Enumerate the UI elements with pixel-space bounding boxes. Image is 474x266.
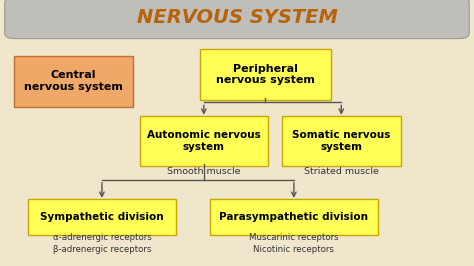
FancyBboxPatch shape bbox=[14, 56, 133, 107]
Text: α-adrenergic receptors: α-adrenergic receptors bbox=[53, 233, 151, 242]
Text: Parasympathetic division: Parasympathetic division bbox=[219, 212, 368, 222]
Text: Autonomic nervous
system: Autonomic nervous system bbox=[147, 130, 261, 152]
Text: Smooth muscle: Smooth muscle bbox=[167, 167, 241, 176]
FancyBboxPatch shape bbox=[5, 0, 469, 39]
FancyBboxPatch shape bbox=[282, 116, 401, 167]
Text: Peripheral
nervous system: Peripheral nervous system bbox=[216, 64, 315, 85]
FancyBboxPatch shape bbox=[28, 199, 175, 235]
Text: Sympathetic division: Sympathetic division bbox=[40, 212, 164, 222]
FancyBboxPatch shape bbox=[210, 199, 378, 235]
Text: Somatic nervous
system: Somatic nervous system bbox=[292, 130, 391, 152]
Text: Nicotinic receptors: Nicotinic receptors bbox=[254, 245, 334, 254]
Text: Central
nervous system: Central nervous system bbox=[24, 70, 123, 92]
Text: Muscarinic receptors: Muscarinic receptors bbox=[249, 233, 339, 242]
Text: NERVOUS SYSTEM: NERVOUS SYSTEM bbox=[137, 8, 337, 27]
FancyBboxPatch shape bbox=[139, 116, 268, 167]
Text: Striated muscle: Striated muscle bbox=[304, 167, 379, 176]
Text: β-adrenergic receptors: β-adrenergic receptors bbox=[53, 245, 151, 254]
FancyBboxPatch shape bbox=[200, 49, 331, 100]
